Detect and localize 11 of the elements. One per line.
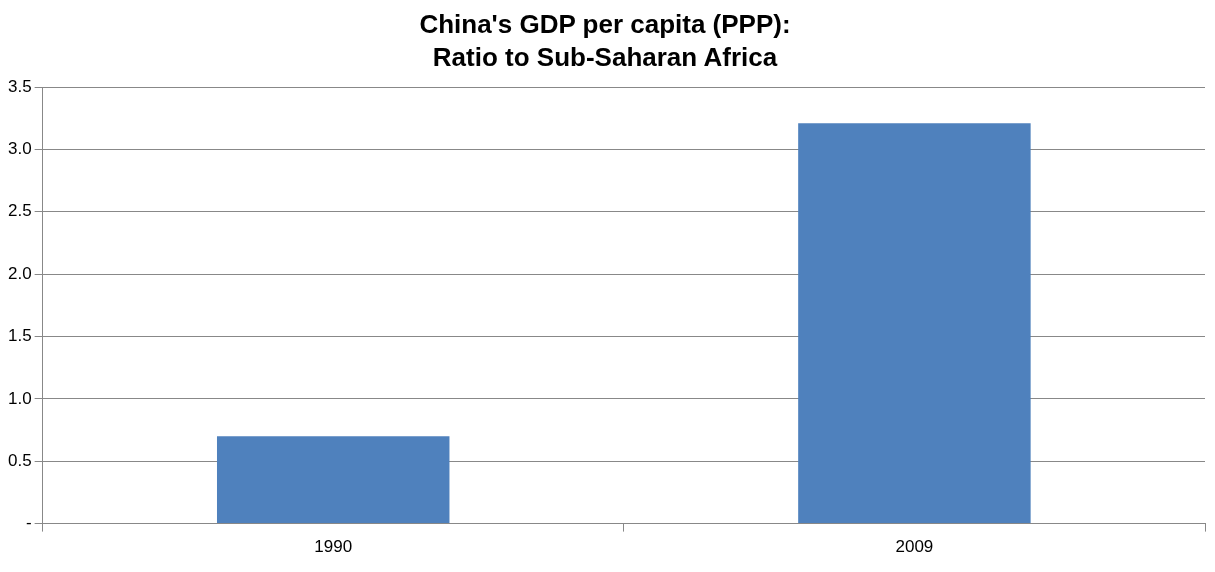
- chart-title: China's GDP per capita (PPP): Ratio to Sub-Saharan Africa: [419, 9, 791, 72]
- y-tick-label: 3.5: [7, 76, 32, 96]
- y-tick-label: 3.0: [7, 139, 32, 159]
- y-tick-label: 1.5: [7, 326, 32, 346]
- y-tick-label: 2.0: [7, 263, 32, 283]
- y-tick-label: 1.0: [7, 388, 32, 408]
- x-tick-label: 2009: [895, 537, 934, 557]
- x-tick-label: 1990: [314, 537, 353, 557]
- y-tick-label: -: [25, 513, 32, 533]
- y-tick-label: 2.5: [7, 201, 32, 221]
- y-tick-label: 0.5: [7, 450, 32, 470]
